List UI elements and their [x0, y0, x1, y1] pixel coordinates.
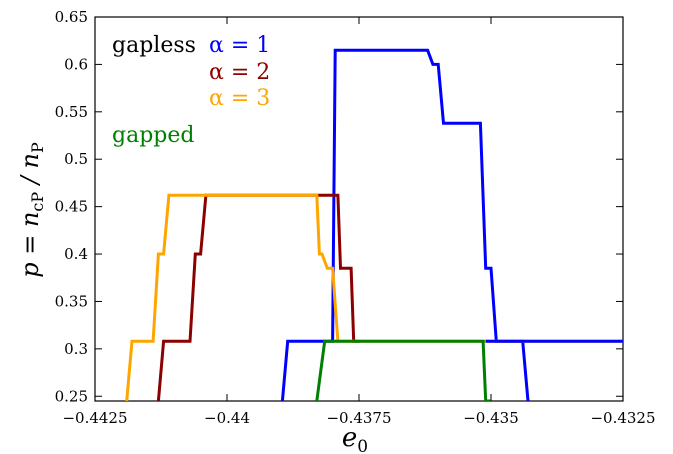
x-tick-label-2: −0.4375: [326, 409, 391, 427]
series-line-2: [125, 193, 623, 401]
legend-entry-alpha-1: α = 1: [209, 33, 270, 58]
y-tick-label-4: 0.45: [55, 198, 88, 216]
y-tick-label-5: 0.5: [64, 150, 88, 168]
series-layer: [125, 48, 623, 401]
legend-label-gapped: gapped: [112, 123, 194, 148]
x-tick-label-3: −0.435: [463, 409, 519, 427]
legend-title-gapless: gapless: [112, 33, 196, 58]
y-tick-label-8: 0.65: [55, 8, 88, 26]
x-axis-label: e0: [342, 423, 368, 454]
y-tick-label-0: 0.25: [55, 387, 88, 405]
y-tick-label-3: 0.4: [64, 245, 88, 263]
y-axis-label: p = ncP / nP: [16, 142, 47, 278]
series-line-3: [315, 339, 491, 401]
y-tick-label-7: 0.6: [64, 55, 88, 73]
x-tick-label-1: −0.44: [204, 409, 250, 427]
y-tick-label-6: 0.55: [55, 103, 88, 121]
y-tick-label-1: 0.3: [64, 340, 88, 358]
x-tick-label-4: −0.4325: [590, 409, 655, 427]
series-line-1: [156, 193, 359, 401]
x-tick-label-0: −0.4425: [62, 409, 127, 427]
legend-entry-alpha-3: α = 3: [209, 86, 270, 111]
y-tick-label-2: 0.35: [55, 292, 88, 310]
tick-layer: −0.4425 −0.44 −0.4375 −0.435 −0.4325 0.25 0.3 0…: [55, 8, 656, 427]
legend-entry-alpha-2: α = 2: [209, 60, 270, 85]
plot-frame: [94, 16, 624, 402]
